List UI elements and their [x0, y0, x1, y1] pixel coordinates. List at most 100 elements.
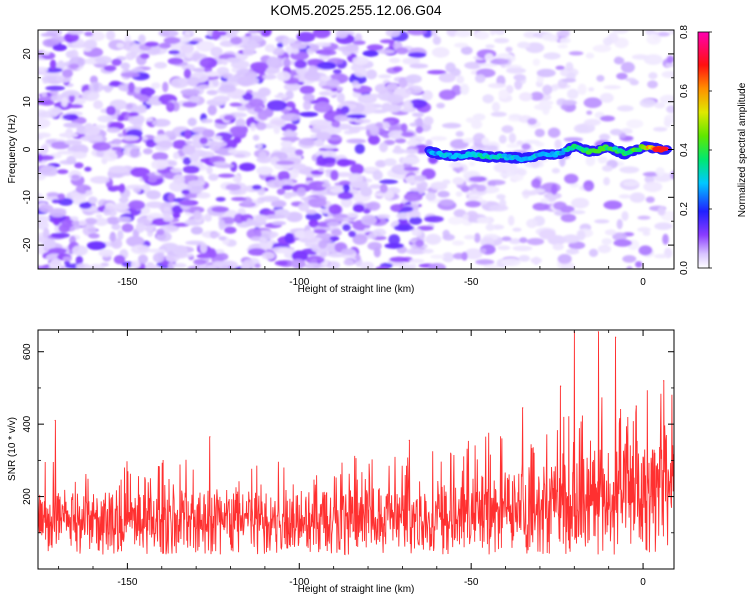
- noise-blob: [64, 139, 82, 146]
- noise-blob: [106, 127, 121, 133]
- noise-blob: [647, 80, 658, 89]
- noise-blob: [64, 260, 71, 266]
- noise-blob: [197, 264, 218, 269]
- signal-core: [595, 149, 602, 154]
- noise-blob: [350, 163, 364, 175]
- noise-blob: [182, 157, 192, 165]
- noise-blob: [452, 240, 465, 246]
- noise-blob: [280, 146, 298, 154]
- noise-blob: [39, 100, 55, 106]
- noise-blob: [40, 32, 58, 37]
- noise-blob: [488, 204, 509, 212]
- noise-blob: [217, 173, 235, 178]
- snr-ytick-label: 400: [22, 415, 33, 432]
- noise-blob: [378, 74, 392, 79]
- noise-blob: [345, 44, 359, 52]
- noise-blob: [199, 137, 208, 145]
- noise-blob: [388, 234, 401, 246]
- noise-blob: [568, 51, 584, 56]
- noise-blob: [259, 195, 280, 202]
- noise-blob: [348, 230, 357, 238]
- noise-blob: [247, 248, 266, 256]
- noise-blob: [657, 206, 666, 216]
- noise-blob: [454, 30, 472, 38]
- spectrogram-ytick-label: 10: [22, 96, 33, 108]
- spectrogram-ytick-label: -10: [22, 190, 33, 205]
- noise-blob: [204, 213, 212, 222]
- noise-blob: [129, 148, 140, 158]
- noise-blob: [368, 135, 380, 145]
- noise-blob: [622, 180, 640, 187]
- noise-blob: [86, 241, 107, 251]
- noise-blob: [365, 93, 383, 99]
- noise-blob: [354, 143, 365, 154]
- noise-blob: [585, 155, 596, 167]
- noise-blob: [216, 141, 228, 147]
- snr-peak-point: [408, 439, 410, 441]
- noise-blob: [108, 165, 129, 174]
- noise-blob: [98, 249, 114, 258]
- noise-blob: [326, 79, 340, 87]
- noise-blob: [394, 145, 401, 153]
- noise-blob: [242, 259, 255, 269]
- noise-blob: [218, 219, 226, 231]
- noise-blob: [464, 248, 483, 260]
- noise-blob: [141, 264, 161, 269]
- noise-blob: [599, 133, 611, 141]
- noise-blob: [385, 30, 401, 38]
- noise-blob: [38, 153, 43, 162]
- noise-blob: [461, 251, 468, 261]
- spectrogram-noise-blobs: [38, 30, 674, 269]
- noise-blob: [365, 69, 377, 80]
- noise-blob: [383, 158, 397, 167]
- noise-blob: [230, 161, 238, 172]
- noise-blob: [482, 94, 495, 104]
- noise-blob: [526, 238, 545, 246]
- noise-blob: [296, 187, 307, 198]
- noise-blob: [277, 248, 295, 254]
- noise-blob: [57, 150, 76, 155]
- noise-blob: [375, 160, 387, 168]
- noise-blob: [379, 39, 396, 44]
- noise-blob: [225, 183, 241, 191]
- noise-blob: [532, 202, 550, 211]
- noise-blob: [521, 143, 531, 151]
- noise-blob: [497, 245, 511, 251]
- noise-blob: [111, 138, 123, 145]
- noise-blob: [85, 190, 93, 196]
- noise-blob: [342, 223, 351, 232]
- noise-blob: [337, 191, 354, 200]
- noise-blob: [654, 254, 669, 259]
- noise-blob: [152, 252, 165, 263]
- noise-blob: [172, 205, 183, 214]
- noise-blob: [478, 62, 498, 68]
- noise-blob: [501, 236, 512, 242]
- noise-blob: [75, 263, 91, 269]
- noise-blob: [208, 249, 217, 259]
- noise-blob: [490, 111, 507, 117]
- noise-blob: [317, 61, 337, 70]
- noise-blob: [377, 49, 395, 54]
- noise-blob: [519, 92, 533, 102]
- noise-blob: [324, 218, 344, 223]
- noise-blob: [67, 30, 84, 35]
- snr-xtick-label: -50: [464, 577, 479, 588]
- noise-blob: [294, 149, 304, 156]
- noise-blob: [571, 197, 590, 209]
- noise-blob: [166, 101, 175, 112]
- noise-blob: [583, 180, 594, 192]
- noise-blob: [475, 259, 495, 265]
- noise-blob: [120, 62, 131, 70]
- colorbar-tick-label: 0.6: [679, 84, 690, 98]
- noise-blob: [235, 118, 246, 129]
- snr-frame: [37, 329, 675, 570]
- noise-blob: [401, 131, 415, 137]
- noise-blob: [180, 43, 194, 54]
- noise-blob: [298, 202, 310, 212]
- noise-blob: [427, 70, 447, 75]
- noise-blob: [104, 86, 112, 93]
- noise-blob: [542, 84, 553, 95]
- noise-blob: [620, 61, 635, 73]
- noise-blob: [148, 177, 157, 183]
- noise-blob: [471, 120, 483, 129]
